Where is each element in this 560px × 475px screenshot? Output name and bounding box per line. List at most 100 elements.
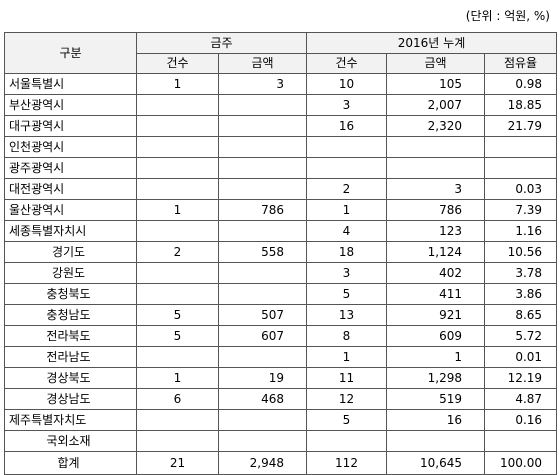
cell-amount: 558 [218,241,307,263]
cell-share [483,136,558,158]
cell-count16: 12 [306,388,387,410]
cell-count [136,283,219,305]
region-name: 울산광역시 [4,199,137,221]
cell-amount: 19 [218,367,307,389]
region-name: 합계 [4,451,137,475]
region-name: 서울특별시 [4,73,137,95]
table-row: 국외소재 [4,430,558,452]
table-row: 부산광역시 3 2,007 18.85 [4,94,558,116]
cell-count16: 13 [306,304,387,326]
cell-amount16: 609 [386,325,485,347]
cell-amount [218,178,307,200]
cell-count: 1 [136,199,219,221]
cell-count [136,178,219,200]
table-row: 충청남도 5 507 13 921 8.65 [4,304,558,326]
unit-note: (단위 : 억원, %) [465,9,550,23]
cell-share: 21.79 [483,115,558,137]
cell-count16: 5 [306,283,387,305]
cell-count [136,136,219,158]
cell-share: 7.39 [483,199,558,221]
cell-share: 0.98 [483,73,558,95]
region-name: 대구광역시 [4,115,137,137]
cell-count16: 1 [306,199,387,221]
table-row: 대구광역시 16 2,320 21.79 [4,115,558,137]
cell-count16: 3 [306,94,387,116]
cell-amount: 607 [218,325,307,347]
cell-share: 3.86 [483,283,558,305]
table-row: 서울특별시 1 3 10 105 0.98 [4,73,558,95]
cell-count: 6 [136,388,219,410]
cell-share: 0.01 [483,346,558,368]
cell-count16: 18 [306,241,387,263]
cell-count16: 1 [306,346,387,368]
table-row: 전라북도 5 607 8 609 5.72 [4,325,558,347]
cell-share: 10.56 [483,241,558,263]
region-name: 경상남도 [4,388,137,410]
cell-amount [218,409,307,431]
table-row: 충청북도 5 411 3.86 [4,283,558,305]
cell-count: 2 [136,241,219,263]
table-body: 서울특별시 1 3 10 105 0.98 부산광역시 3 2,007 18.85 대구광역시 16 2… [4,73,558,475]
cell-amount: 2,948 [218,451,307,475]
cell-count16: 2 [306,178,387,200]
cell-count [136,157,219,179]
region-name: 국외소재 [4,430,137,452]
header-group-year: 2016년 누계 [305,32,558,54]
cell-amount16: 123 [386,220,485,242]
region-name: 대전광역시 [4,178,137,200]
cell-count16: 8 [306,325,387,347]
cell-count16: 10 [306,73,387,95]
cell-count: 21 [136,451,219,475]
cell-amount16: 921 [386,304,485,326]
table-row: 경기도 2 558 18 1,124 10.56 [4,241,558,263]
region-name: 제주특별자치도 [4,409,137,431]
cell-amount16: 1,298 [386,367,485,389]
region-name: 경기도 [4,241,137,263]
cell-amount [218,136,307,158]
cell-count: 5 [136,325,219,347]
cell-amount16: 402 [386,262,485,284]
cell-amount16: 1,124 [386,241,485,263]
cell-amount: 468 [218,388,307,410]
cell-amount16: 519 [386,388,485,410]
cell-share [483,157,558,179]
cell-count16: 11 [306,367,387,389]
cell-amount [218,283,307,305]
cell-share: 1.16 [483,220,558,242]
cell-share: 12.19 [483,367,558,389]
cell-amount16 [386,136,485,158]
region-name: 부산광역시 [4,94,137,116]
header-amount-2016: 금액 [386,52,485,74]
cell-amount [218,262,307,284]
cell-amount16 [386,430,485,452]
cell-amount [218,430,307,452]
header-category: 구분 [4,32,137,74]
cell-amount [218,220,307,242]
cell-count [136,115,219,137]
table-row: 대전광역시 2 3 0.03 [4,178,558,200]
cell-amount16: 1 [386,346,485,368]
cell-amount [218,115,307,137]
region-name: 광주광역시 [4,157,137,179]
table-row: 세종특별자치시 4 123 1.16 [4,220,558,242]
region-name: 세종특별자치시 [4,220,137,242]
cell-share: 3.78 [483,262,558,284]
cell-share [483,430,558,452]
total-row: 합계 21 2,948 112 10,645 100.00 [4,451,558,475]
cell-count [136,262,219,284]
table-row: 경상남도 6 468 12 519 4.87 [4,388,558,410]
cell-count [136,346,219,368]
region-name: 전라북도 [4,325,137,347]
cell-count16: 3 [306,262,387,284]
cell-count [136,430,219,452]
region-name: 강원도 [4,262,137,284]
cell-count [136,220,219,242]
cell-share: 0.16 [483,409,558,431]
table-row: 울산광역시 1 786 1 786 7.39 [4,199,558,221]
cell-amount [218,346,307,368]
cell-amount: 507 [218,304,307,326]
cell-amount: 786 [218,199,307,221]
cell-share: 100.00 [483,451,558,475]
cell-share: 18.85 [483,94,558,116]
header-share: 점유율 [483,52,558,74]
